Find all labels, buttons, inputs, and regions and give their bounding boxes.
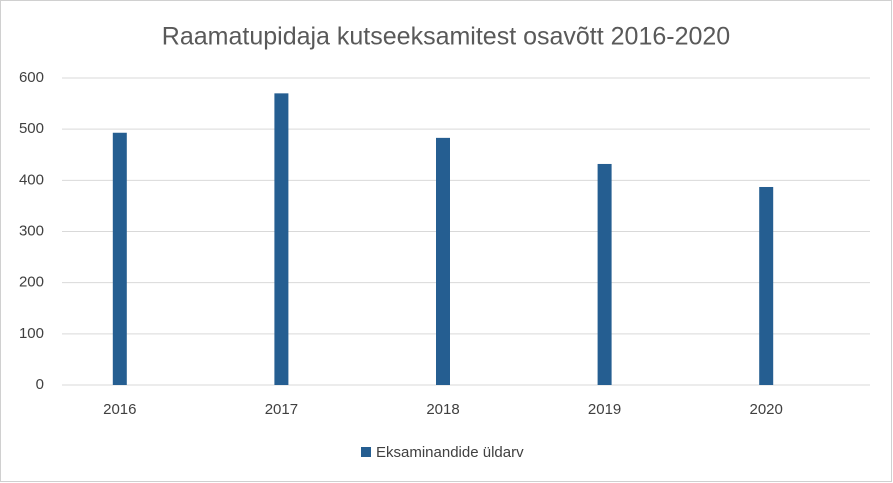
y-tick-label: 200 (19, 274, 44, 291)
y-tick-label: 400 (19, 171, 44, 188)
y-tick-label: 100 (19, 325, 44, 342)
bar (759, 186, 774, 385)
bar (112, 132, 127, 385)
bar (436, 137, 450, 385)
x-tick-label: 2018 (426, 401, 459, 418)
x-tick-label: 2020 (750, 401, 783, 418)
legend-swatch (361, 447, 371, 457)
x-tick-label: 2016 (103, 401, 136, 418)
legend-label: Eksaminandide üldarv (376, 444, 524, 461)
bar (274, 93, 289, 385)
y-tick-label: 0 (36, 376, 44, 393)
y-tick-label: 600 (19, 69, 44, 86)
bar (597, 163, 612, 385)
x-tick-label: 2017 (265, 401, 298, 418)
x-tick-label: 2019 (588, 401, 621, 418)
y-tick-label: 500 (19, 120, 44, 137)
chart-title: Raamatupidaja kutseeksamitest osavõtt 20… (162, 23, 730, 51)
y-tick-label: 300 (19, 222, 44, 239)
